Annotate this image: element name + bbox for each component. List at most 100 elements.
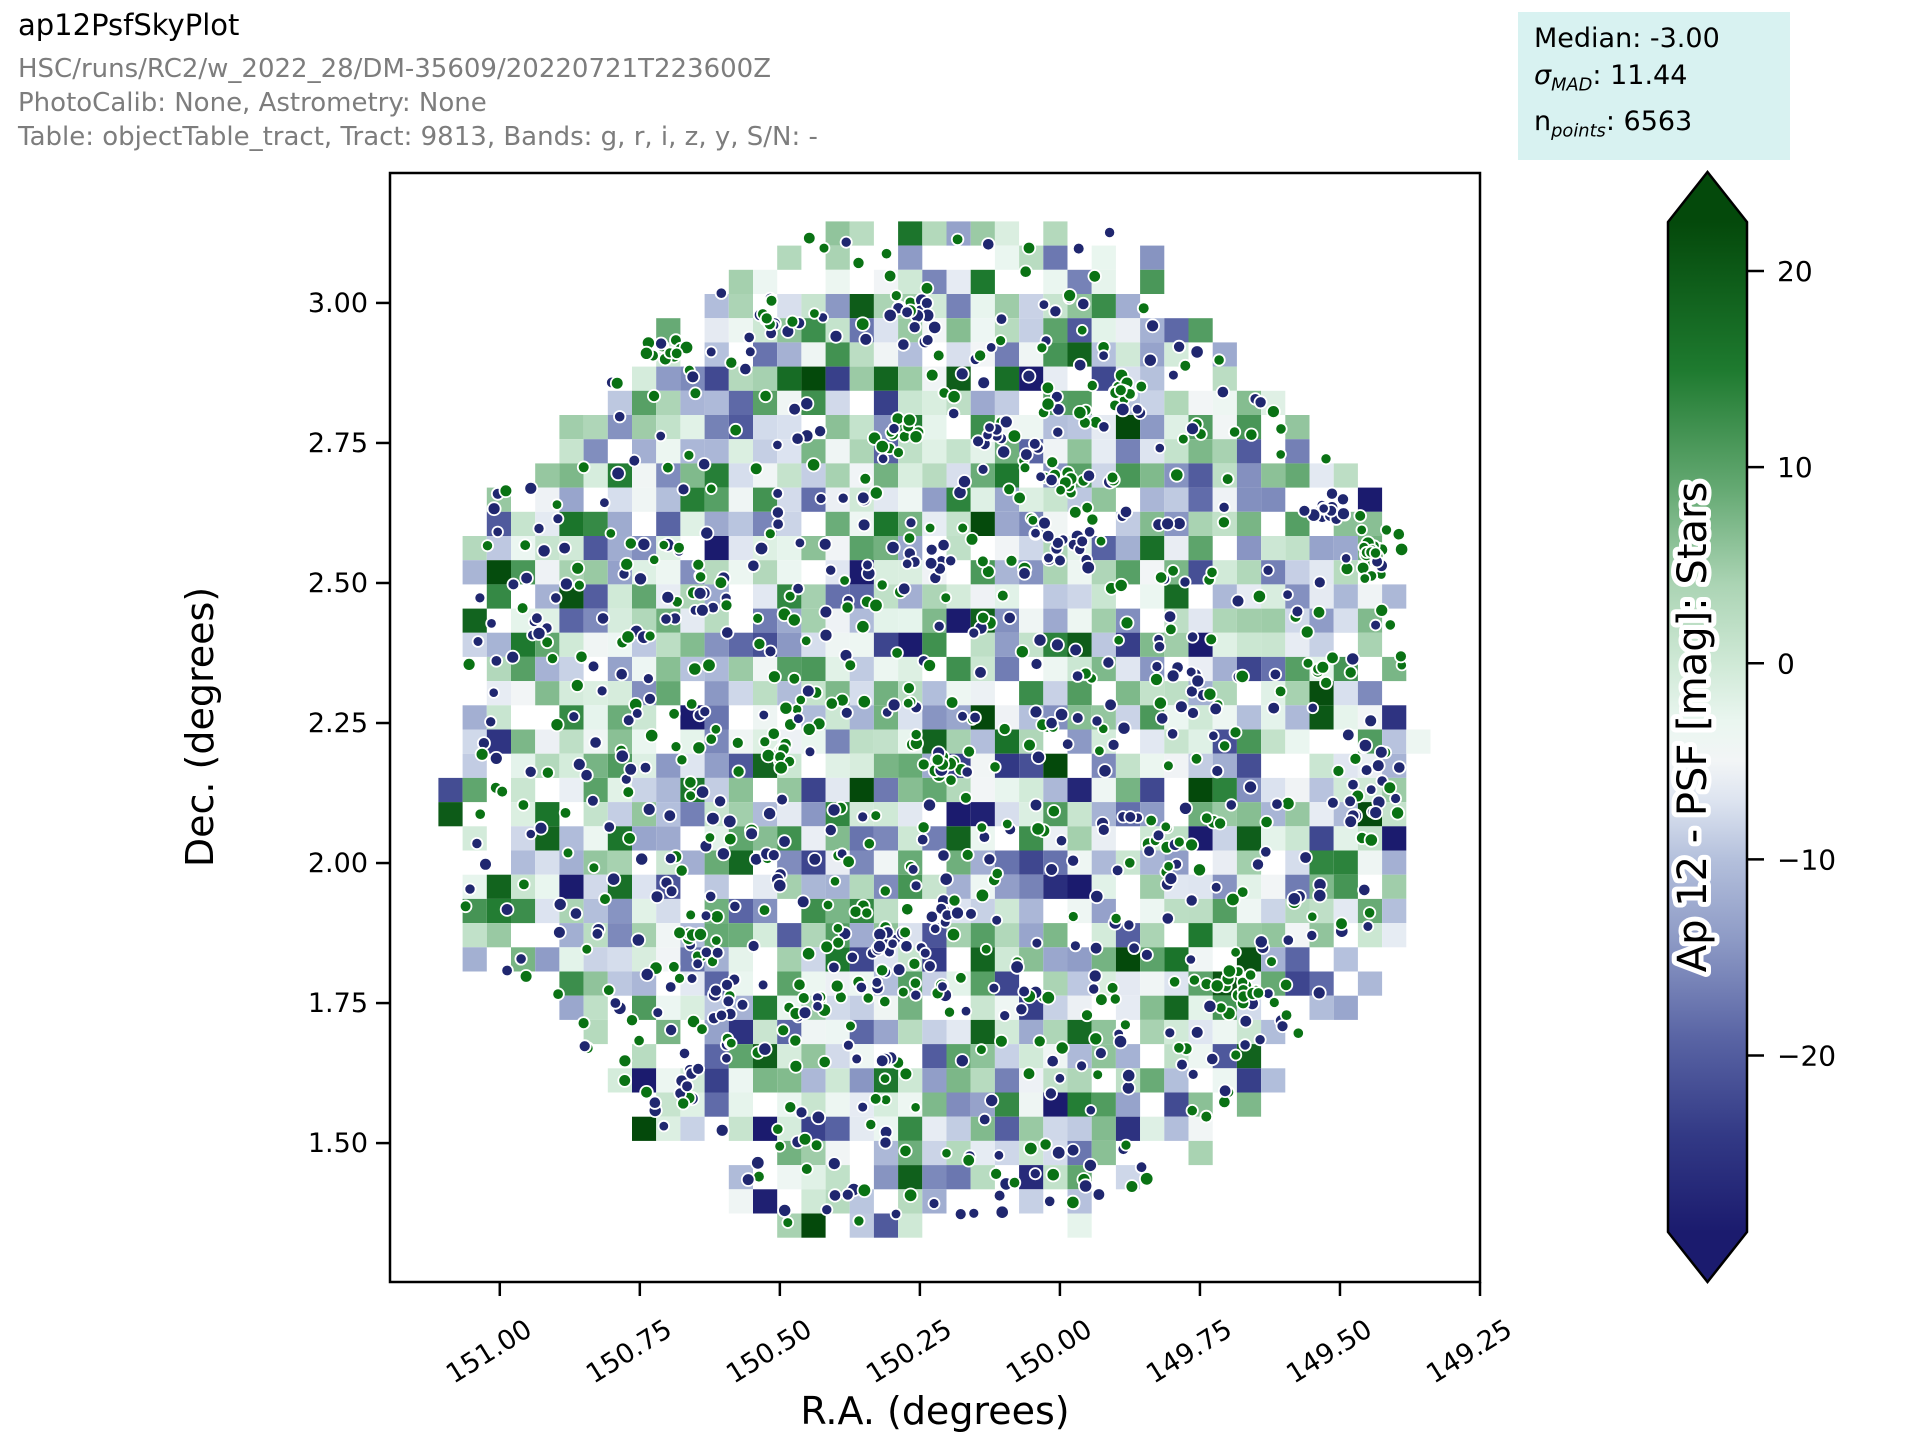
star-point <box>1040 396 1056 412</box>
star-point <box>1072 404 1088 421</box>
heatmap-cell <box>946 1068 971 1093</box>
y-tick-label: 1.50 <box>308 1128 368 1159</box>
star-point <box>595 611 611 626</box>
star-point <box>1228 725 1243 740</box>
heatmap-cell <box>946 1165 971 1190</box>
star-point <box>998 414 1014 430</box>
star-point <box>743 345 757 359</box>
heatmap-cell <box>535 560 560 585</box>
star-point <box>756 978 770 992</box>
heatmap-cell <box>1164 390 1189 415</box>
star-point <box>757 903 772 917</box>
star-point <box>1312 575 1327 590</box>
star-point <box>1023 1140 1039 1157</box>
star-point <box>1281 588 1294 601</box>
heatmap-cell <box>511 681 536 706</box>
star-point <box>1087 269 1102 284</box>
star-point <box>907 957 922 971</box>
heatmap-cell <box>1333 995 1358 1020</box>
star-point <box>730 736 745 750</box>
star-point <box>1050 1144 1067 1161</box>
heatmap-cell <box>994 923 1020 948</box>
star-point <box>759 311 774 326</box>
heatmap-cell <box>898 1165 923 1190</box>
star-point <box>1270 797 1284 811</box>
heatmap-cell <box>946 269 971 294</box>
heatmap-cell <box>1212 608 1237 633</box>
star-point <box>1374 603 1390 618</box>
heatmap-cell <box>1285 439 1310 464</box>
star-point <box>1085 378 1099 392</box>
heatmap-cell <box>825 511 850 536</box>
star-point <box>499 902 515 917</box>
heatmap-cell <box>825 415 850 440</box>
star-point <box>1221 963 1238 979</box>
heatmap-cell <box>583 995 608 1020</box>
star-point <box>480 539 494 553</box>
star-point <box>967 1206 981 1220</box>
star-point <box>1189 752 1204 766</box>
heatmap-cell <box>922 632 947 657</box>
star-point <box>839 235 853 249</box>
heatmap-cell <box>849 1068 874 1093</box>
heatmap-cell <box>1188 536 1213 561</box>
star-point <box>1391 527 1406 542</box>
heatmap-cell <box>1091 608 1116 633</box>
star-point <box>1044 715 1059 731</box>
star-point <box>550 498 564 511</box>
star-point <box>567 710 581 723</box>
star-point <box>1083 525 1097 539</box>
heatmap-cell <box>607 947 632 972</box>
star-point <box>932 619 946 633</box>
star-point <box>922 797 938 813</box>
star-point <box>943 1005 957 1019</box>
star-point <box>953 1207 968 1221</box>
star-point <box>827 960 841 975</box>
star-point <box>896 337 911 352</box>
star-point <box>1091 1187 1107 1202</box>
heatmap-cell <box>1285 560 1310 585</box>
star-point <box>1145 318 1160 334</box>
star-point <box>1007 1175 1022 1190</box>
star-point <box>994 312 1009 326</box>
star-point <box>979 942 993 956</box>
star-point <box>753 540 770 557</box>
star-point <box>843 658 858 672</box>
heatmap-cell <box>994 777 1020 803</box>
heatmap-cell <box>1091 560 1116 585</box>
star-point <box>787 402 802 417</box>
star-point <box>960 765 974 779</box>
star-point <box>1085 512 1100 527</box>
star-point <box>1187 973 1201 987</box>
heatmap-cell <box>873 898 899 924</box>
star-point <box>796 991 811 1005</box>
star-point <box>923 959 937 973</box>
heatmap-cell <box>1091 632 1116 657</box>
star-point <box>1297 503 1312 518</box>
heatmap-cell <box>1140 415 1165 440</box>
star-point <box>1273 684 1288 699</box>
star-point <box>790 431 805 446</box>
heatmap-cell <box>1115 342 1141 367</box>
star-point <box>688 386 703 401</box>
star-point <box>699 525 715 541</box>
heatmap-cell <box>559 415 584 440</box>
star-point <box>1238 1038 1252 1052</box>
star-point <box>840 1187 855 1202</box>
star-point <box>667 960 681 974</box>
star-point <box>1357 737 1374 754</box>
heatmap-cell <box>1236 753 1262 778</box>
star-point <box>540 635 554 649</box>
heatmap-cell <box>946 1019 971 1045</box>
heatmap-cell <box>1164 1116 1189 1141</box>
star-point <box>762 806 778 822</box>
heatmap-cell <box>1043 923 1068 948</box>
heatmap-cell <box>994 221 1020 246</box>
heatmap-cell <box>680 415 705 440</box>
heatmap-cell <box>1357 487 1383 512</box>
star-point <box>989 1167 1003 1181</box>
star-point <box>870 976 884 989</box>
heatmap-cell <box>970 681 995 706</box>
star-point <box>1251 588 1268 605</box>
star-point <box>967 626 981 640</box>
